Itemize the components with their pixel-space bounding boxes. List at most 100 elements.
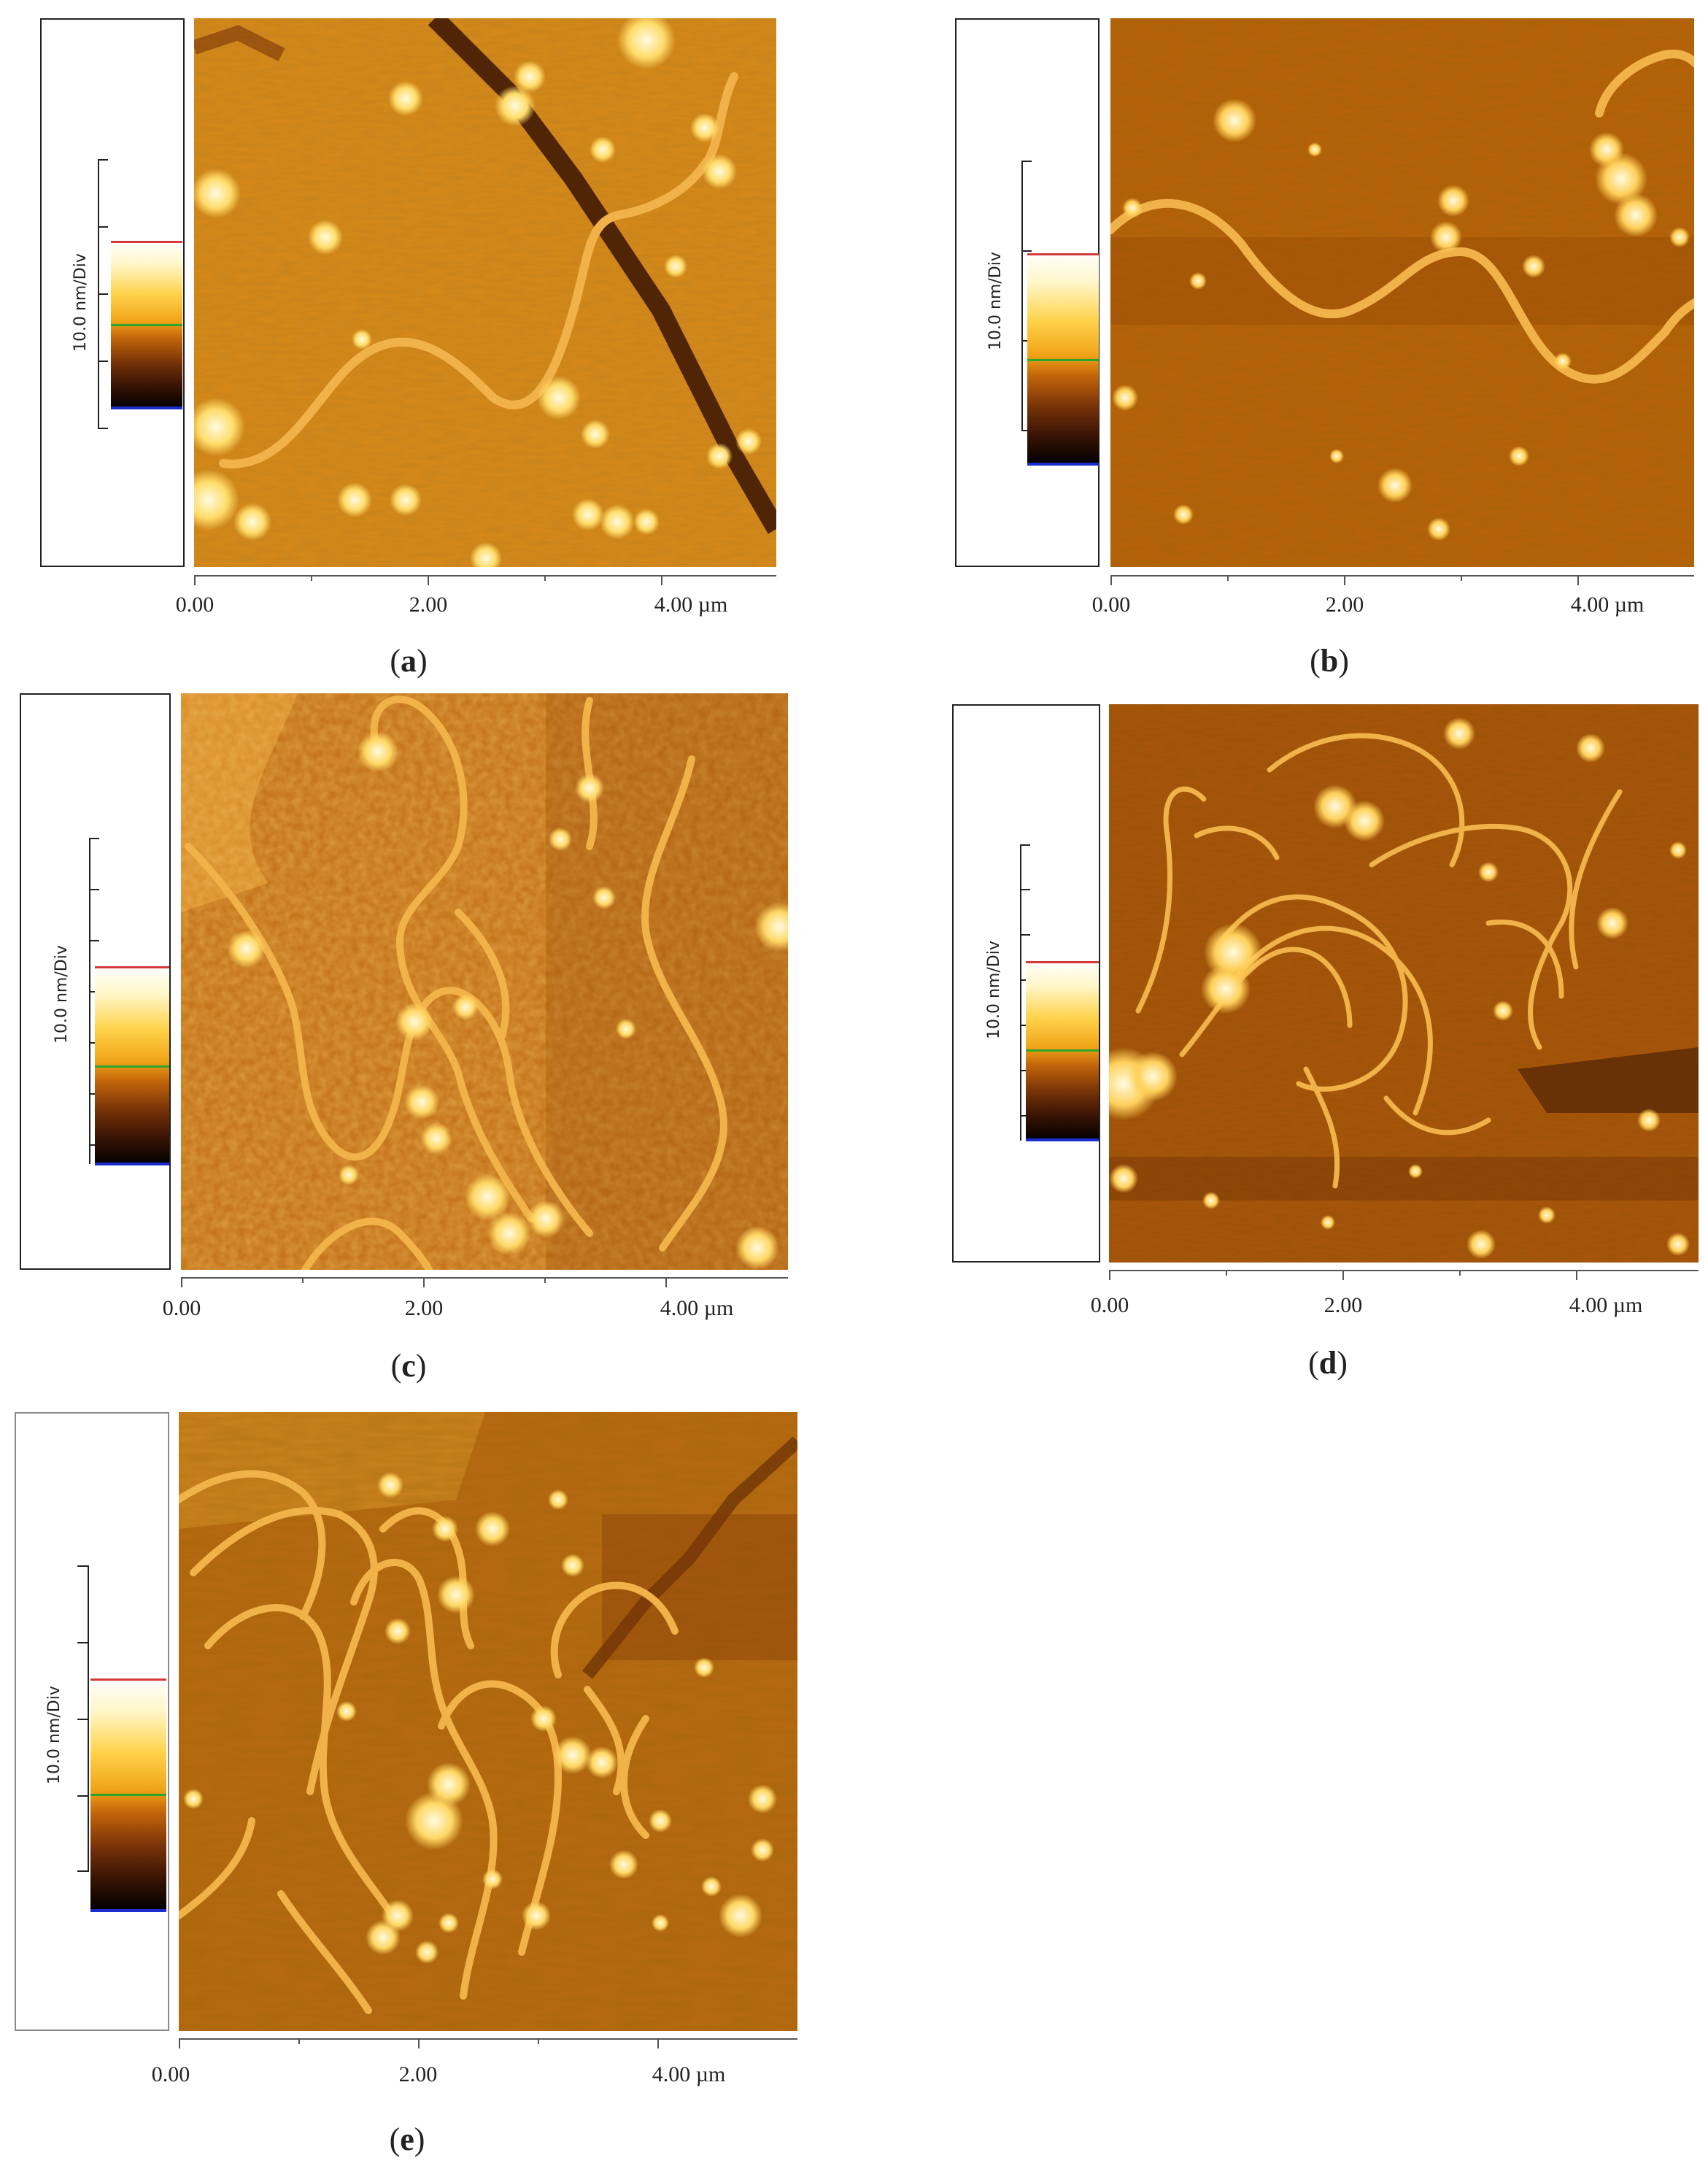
afm-height-image (1110, 18, 1694, 567)
fiber (185, 843, 593, 1237)
x-tick (298, 2038, 300, 2044)
x-tick-label: 4.00 µm (1570, 593, 1645, 617)
x-tick-label: 2.00 (1323, 1293, 1363, 1317)
scale-tick (1021, 250, 1032, 252)
colorbar-marker-red (90, 1678, 166, 1681)
scale-tick (98, 428, 108, 429)
fiber (1383, 1095, 1491, 1136)
fiber (204, 1604, 401, 1927)
colorbar-marker-blue (1026, 1138, 1099, 1141)
panel-caption: (a) (390, 643, 428, 679)
scale-tick (98, 226, 108, 228)
height-scale-label: 10.0 nm/Div (986, 252, 1005, 350)
height-scale-axis (89, 838, 90, 1164)
fiber (179, 1470, 326, 1620)
fiber (1179, 947, 1353, 1057)
fiber (379, 1507, 474, 1649)
x-tick (423, 1277, 425, 1287)
scale-tick (77, 1795, 88, 1797)
fiber (438, 1680, 563, 1956)
x-axis (179, 2038, 797, 2040)
fiber (370, 695, 535, 1222)
fiber (1569, 789, 1623, 970)
scale-tick (77, 1870, 88, 1872)
scale-tick (89, 889, 99, 890)
scale-tick (98, 361, 108, 362)
scale-tick (89, 838, 99, 839)
colorbar-marker-red (111, 241, 182, 243)
scale-tick (77, 1565, 88, 1567)
scale-tick (1020, 934, 1030, 936)
height-scale-label: 10.0 nm/Div (45, 1686, 63, 1784)
x-axis (194, 575, 776, 577)
scale-tick (89, 940, 99, 941)
panel-caption: (d) (1308, 1345, 1348, 1381)
caption-letter: e (400, 2121, 414, 2157)
panel-caption: (e) (389, 2121, 425, 2157)
x-axis (1109, 1270, 1699, 1271)
x-tick-label: 0.00 (162, 1296, 201, 1320)
caption-letter: a (401, 643, 417, 679)
x-tick-label: 4.00 µm (652, 2062, 726, 2086)
fiber (550, 1581, 679, 1678)
colorbar-marker-green (95, 1065, 169, 1068)
x-tick (1459, 1270, 1461, 1276)
height-scale-axis (88, 1565, 89, 1872)
x-tick (661, 575, 662, 585)
fiber (1194, 825, 1280, 860)
fiber (620, 1715, 649, 1839)
x-tick (1576, 1270, 1577, 1280)
scale-tick (1020, 1070, 1030, 1071)
x-tick-label: 2.00 (404, 1296, 444, 1320)
scale-tick (1021, 161, 1032, 162)
fiber (584, 1686, 625, 1795)
colorbar-marker-red (1026, 961, 1099, 963)
fiber (179, 1817, 255, 1919)
colorbar-marker-green (90, 1794, 166, 1796)
scale-tick (98, 159, 108, 161)
scale-tick (89, 1144, 99, 1146)
colorbar-marker-green (1027, 359, 1099, 361)
height-scale-axis (1020, 844, 1021, 1141)
x-tick-label: 0.00 (1090, 1293, 1129, 1317)
x-tick-label: 0.00 (1091, 593, 1131, 617)
colorbar-marker-green (1026, 1049, 1099, 1052)
height-scale-label: 10.0 nm/Div (985, 941, 1003, 1039)
colorbar-marker-red (95, 966, 169, 968)
x-tick (1342, 1270, 1344, 1280)
x-tick (1461, 575, 1462, 581)
x-tick-label: 4.00 µm (654, 593, 728, 617)
x-tick (428, 575, 429, 585)
x-tick (538, 2038, 539, 2044)
x-tick (1110, 575, 1112, 585)
caption-letter: c (401, 1348, 416, 1384)
x-tick (1577, 575, 1579, 585)
x-tick (302, 1277, 304, 1283)
x-tick-label: 0.00 (151, 2062, 190, 2086)
scale-tick (89, 991, 99, 992)
colorbar-marker-blue (95, 1163, 169, 1165)
scale-tick (77, 1642, 88, 1643)
scale-tick (89, 1042, 99, 1044)
fiber (219, 72, 738, 469)
scale-tick (77, 1719, 88, 1720)
x-tick (181, 1277, 182, 1287)
colorbar-marker-red (1027, 253, 1099, 255)
afm-height-image (1109, 704, 1699, 1263)
x-tick (418, 2038, 420, 2048)
fiber (190, 1506, 378, 1795)
colorbar-marker-blue (1027, 463, 1099, 466)
fiber (455, 909, 510, 1040)
x-axis (1110, 575, 1694, 577)
scale-tick (1020, 1115, 1030, 1117)
fiber (641, 755, 727, 1252)
x-tick (1344, 575, 1345, 585)
x-tick (194, 575, 196, 585)
x-axis (181, 1277, 788, 1279)
fiber (277, 1890, 372, 2014)
fiber (301, 1217, 433, 1270)
colorbar-marker-green (111, 324, 182, 326)
colorbar-marker-blue (90, 1909, 166, 1912)
caption-letter: b (1320, 643, 1339, 679)
x-tick-label: 4.00 µm (1569, 1293, 1643, 1317)
